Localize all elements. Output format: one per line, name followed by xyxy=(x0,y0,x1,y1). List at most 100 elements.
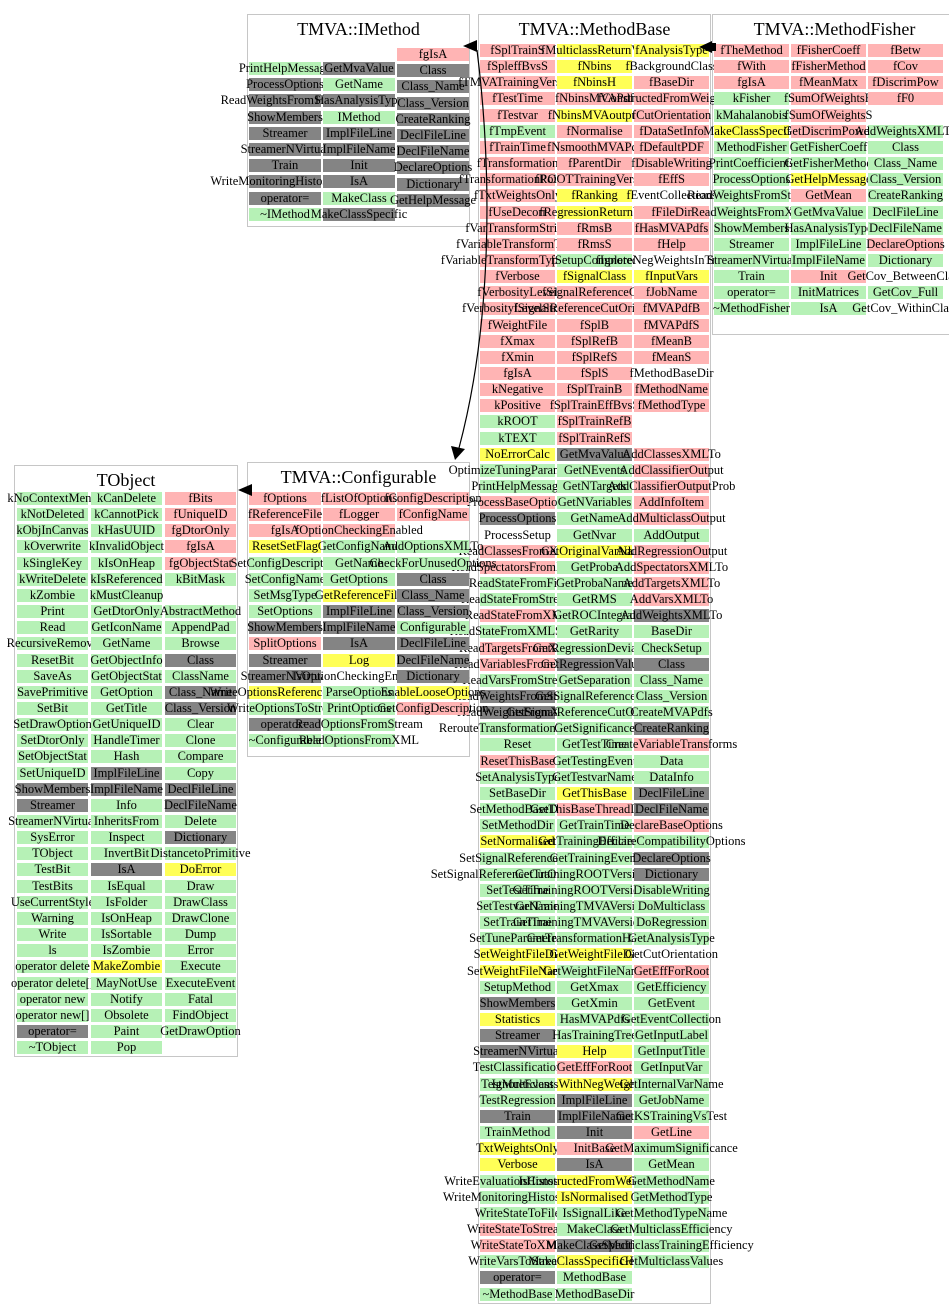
member-cell-methodfisher-1-3: fBetw xyxy=(868,44,943,57)
member-cell-tobject-19-3: DeclFileLine xyxy=(165,781,236,796)
member-label: Copy xyxy=(186,765,215,780)
member-cell-methodbase-54-1: SetTestvarName xyxy=(476,899,559,913)
member-cell-methodfisher-15-1: Train xyxy=(714,270,789,284)
member-cell-methodbase-63-2: Help xyxy=(557,1045,632,1059)
member-cell-tobject-6-3: kBitMask xyxy=(165,572,236,586)
member-cell-methodfisher-17-2: IsA xyxy=(791,301,866,316)
member-cell-methodfisher-3-2: fMeanMatx xyxy=(791,76,866,90)
member-label: operator delete[] xyxy=(11,975,94,990)
member-label: GetThisBase xyxy=(562,785,627,800)
member-label: ReadClassesFromXML xyxy=(458,543,577,558)
member-label: GetRegressionDeviation xyxy=(533,640,656,655)
member-label: Clone xyxy=(185,733,216,748)
member-label: StreamerNVirtual xyxy=(240,668,330,683)
member-label: Inspect xyxy=(108,830,145,845)
member-label: ReadWeightsFromStream xyxy=(687,188,816,203)
member-label: IsSortable xyxy=(101,927,152,942)
member-label: CreateRanking xyxy=(395,111,471,126)
member-label: fMVAPdfB xyxy=(642,301,701,316)
member-cell-methodfisher-16-3: GetCov_Full xyxy=(868,286,943,300)
member-cell-tobject-30-1: operator delete xyxy=(15,960,90,974)
member-cell-configurable-5-3: CheckForUnusedOptions xyxy=(369,556,497,570)
member-label: fListOfOptions xyxy=(320,491,398,505)
member-label: AddClassesXMLTo xyxy=(622,446,721,461)
member-label: SetTestTime xyxy=(486,882,549,897)
member-label: kCannotPick xyxy=(94,507,159,522)
member-cell-methodbase-58-1: SetWeightFileName xyxy=(467,964,568,978)
member-cell-methodbase-70-2: IsA xyxy=(557,1157,632,1172)
member-cell-tobject-23-3: DistancetoPrimitive xyxy=(151,847,250,861)
member-label: DeclareCompatibilityOptions xyxy=(597,834,746,849)
member-cell-tobject-20-2: Info xyxy=(91,797,162,812)
member-cell-imethod-1-3: fgIsA xyxy=(397,48,469,61)
member-cell-methodbase-20-3: fMeanS xyxy=(634,350,709,364)
member-cell-configurable-11-2: Log xyxy=(323,653,395,667)
member-label: SetConfigName xyxy=(244,571,326,586)
member-cell-tobject-26-3: DrawClass xyxy=(165,895,236,909)
member-cell-configurable-6-2: GetOptions xyxy=(323,572,395,586)
member-cell-methodbase-74-3: GetMulticlassEfficiency xyxy=(611,1222,732,1236)
member-label: kObjInCanvas xyxy=(16,523,89,538)
member-label: fIgnoreNegWeightsInTraining xyxy=(595,252,748,267)
member-cell-configurable-12-2: IsOptionCheckingEnabled xyxy=(293,669,425,683)
member-label: GetTitle xyxy=(105,700,148,715)
member-label: ReadOptionsFromXML xyxy=(298,733,420,748)
member-label: GetEfficiency xyxy=(636,979,707,994)
member-label: DeclFileLine xyxy=(167,781,234,796)
member-label: fVerbosityLevelString xyxy=(461,301,574,316)
member-label: ImplFileLine xyxy=(795,236,862,251)
member-cell-methodbase-14-2: fSetupCompleted xyxy=(551,253,638,267)
member-label: IsA xyxy=(819,301,838,316)
member-cell-configurable-9-1: ShowMembers xyxy=(247,621,323,635)
member-cell-configurable-9-3: Configurable xyxy=(397,621,469,635)
member-label: fNbins xyxy=(577,59,612,74)
member-cell-configurable-8-3: Class_Version xyxy=(397,605,469,619)
member-label: ProcessBaseOptions xyxy=(466,495,569,510)
member-cell-methodfisher-17-3: GetCov_WithinClass xyxy=(852,302,949,316)
member-label: Class_Version xyxy=(164,700,237,715)
member-cell-methodbase-54-2: GetTrainingTMVAVersionCode xyxy=(515,899,674,913)
member-label: fgIsA xyxy=(737,75,766,90)
member-label: Init xyxy=(585,1125,604,1140)
member-label: fXmin xyxy=(501,349,534,364)
member-cell-methodbase-47-1: SetBaseDir xyxy=(480,786,555,800)
member-label: Dictionary xyxy=(644,866,699,881)
member-label: kROOT xyxy=(497,414,538,429)
member-cell-tobject-33-2: Obsolete xyxy=(91,1008,162,1022)
member-label: fOptionCheckingEnabled xyxy=(295,523,423,538)
member-label: GetConfigName xyxy=(317,539,401,554)
member-cell-methodbase-43-3: CreateRanking xyxy=(634,722,709,736)
member-cell-methodbase-1-2: fMulticlassReturnVal xyxy=(541,44,648,57)
member-label: Info xyxy=(116,797,137,812)
member-label: IsA xyxy=(585,1157,604,1172)
member-cell-tobject-23-2: InvertBit xyxy=(91,847,162,861)
member-label: kNotDeleted xyxy=(20,507,85,522)
member-cell-configurable-11-1: Streamer xyxy=(249,653,321,667)
member-cell-methodbase-38-3: CheckSetup xyxy=(634,641,709,655)
member-cell-methodbase-53-2: GetTrainingROOTVersionString xyxy=(513,883,676,897)
member-cell-methodbase-17-2: fSignalReferenceCutOrientation xyxy=(514,302,675,316)
member-cell-methodbase-67-3: GetKSTrainingVsTest xyxy=(616,1109,727,1123)
member-cell-methodfisher-11-1: ReadWeightsFromXML xyxy=(691,205,812,219)
member-cell-methodbase-13-3: fHelp xyxy=(634,237,709,251)
member-label: fWeightFile xyxy=(487,317,548,332)
member-cell-configurable-15-2: ReadOptionsFromStream xyxy=(295,718,423,732)
member-cell-tobject-22-3: Dictionary xyxy=(165,831,236,845)
member-label: PrintHelpMessage xyxy=(471,479,564,494)
member-cell-methodbase-10-3: fEventCollections xyxy=(626,189,717,203)
member-label: ~MethodFisher xyxy=(713,301,790,316)
member-cell-tobject-32-3: Fatal xyxy=(165,992,236,1006)
member-label: ImplFileLine xyxy=(93,765,160,780)
member-label: PrintOptions xyxy=(327,700,391,715)
member-label: StreamerNVirtual xyxy=(473,1044,562,1059)
member-label: GetUniqueID xyxy=(92,717,161,732)
member-label: Compare xyxy=(177,749,224,764)
member-cell-methodbase-37-1: ReadStateFromXMLString xyxy=(449,625,586,639)
member-cell-methodbase-51-2: GetTrainingEvent xyxy=(550,851,639,865)
member-label: operator new xyxy=(19,991,86,1006)
member-label: fNbinsMVAPdf xyxy=(555,91,634,106)
member-cell-methodbase-22-2: fSplTrainB xyxy=(557,383,632,397)
member-label: GetDtorOnly xyxy=(93,604,160,619)
member-label: SysError xyxy=(30,830,75,845)
member-cell-methodbase-77-2: MethodBase xyxy=(557,1271,632,1285)
